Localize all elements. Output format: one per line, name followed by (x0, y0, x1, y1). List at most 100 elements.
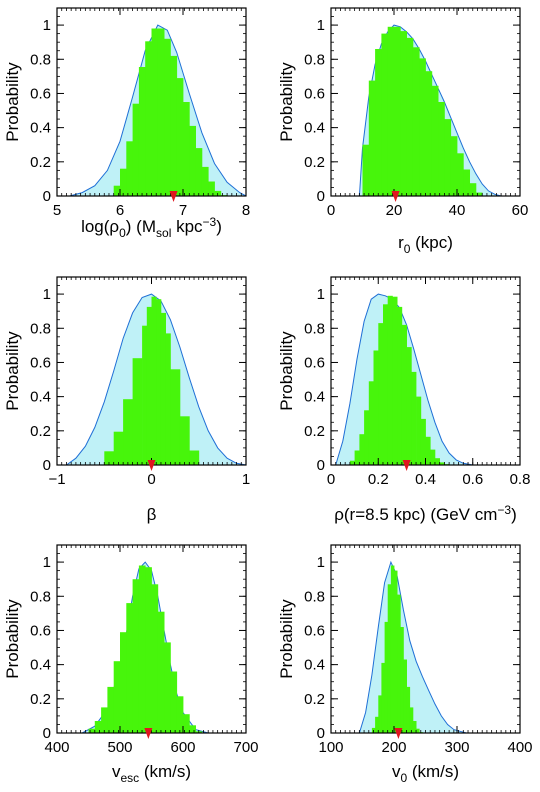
posterior-bar (420, 418, 426, 465)
y-tick-label: 0.6 (304, 354, 325, 371)
posterior-bar (201, 166, 209, 196)
x-tick-label: 400 (44, 739, 69, 756)
y-tick-label: 0.4 (304, 657, 325, 674)
x-tick-label: 0.2 (368, 471, 389, 488)
y-axis-label: Probability (3, 599, 22, 679)
posterior-bar (176, 78, 184, 196)
posterior-bar (381, 33, 389, 196)
y-tick-label: 0.2 (30, 691, 51, 708)
posterior-bar (165, 333, 171, 465)
posterior-bar (113, 661, 121, 733)
y-axis-label: Probability (3, 62, 22, 142)
x-tick-label: 60 (512, 202, 529, 219)
posterior-bar (392, 296, 398, 465)
posterior-bar (375, 49, 382, 196)
posterior-bar (126, 603, 133, 733)
y-tick-label: 0.4 (30, 120, 51, 137)
posterior-bar (179, 416, 190, 465)
y-tick-label: 1 (43, 554, 51, 571)
posterior-bar (120, 168, 127, 196)
posterior-bar (475, 192, 483, 196)
y-axis-label: Probability (3, 331, 22, 411)
x-tick-label: 0 (147, 471, 155, 488)
y-tick-label: 0.8 (30, 588, 51, 605)
y-tick-label: 1 (43, 286, 51, 303)
posterior-bar (387, 584, 392, 733)
posterior-bar (208, 181, 215, 196)
posterior-bar (145, 567, 152, 733)
prior-curve (69, 24, 247, 197)
posterior-bar (359, 434, 365, 465)
x-tick-label: 20 (386, 202, 403, 219)
posterior-bar (412, 721, 417, 733)
y-tick-label: 1 (317, 17, 325, 34)
posterior-bar (373, 350, 379, 465)
x-tick-label: 40 (449, 202, 466, 219)
posterior-bar (444, 119, 452, 196)
posterior-bar (412, 47, 420, 196)
posterior-bar (101, 707, 108, 733)
posterior-bar (406, 347, 412, 465)
posterior-bar (387, 295, 393, 465)
posterior-bar (406, 686, 411, 733)
x-tick-label: 7 (179, 202, 187, 219)
y-tick-label: 0.4 (30, 657, 51, 674)
posterior-bar (381, 662, 385, 733)
posterior-bar (394, 570, 398, 733)
posterior-bar (469, 183, 477, 196)
posterior-bar (94, 721, 102, 733)
x-axis-label: vesc (km/s) (112, 762, 191, 785)
posterior-bar (439, 462, 445, 465)
posterior-bar (387, 26, 395, 196)
prior-curve (335, 293, 473, 466)
y-tick-label: 0.6 (30, 85, 51, 102)
posterior-bar (123, 399, 133, 465)
posterior-bar (394, 26, 401, 196)
posterior-bar (406, 37, 414, 197)
y-tick-label: 1 (317, 286, 325, 303)
x-tick-label: −1 (48, 471, 65, 488)
posterior-bar (164, 38, 171, 196)
posterior-bar (364, 410, 370, 465)
posterior-bar (132, 579, 140, 733)
y-axis-label: Probability (277, 331, 296, 411)
posterior-bar (425, 436, 431, 465)
x-axis-label: r0 (kpc) (398, 233, 453, 256)
posterior-bar (431, 85, 439, 196)
y-tick-label: 0 (43, 457, 51, 474)
y-tick-label: 0.8 (30, 320, 51, 337)
posterior-bar (104, 451, 115, 465)
y-tick-label: 0.6 (30, 354, 51, 371)
x-tick-label: 1 (242, 471, 250, 488)
x-tick-label: 6 (116, 202, 124, 219)
x-tick-label: 0.6 (462, 471, 483, 488)
posterior-bar (189, 725, 196, 733)
y-tick-label: 1 (317, 554, 325, 571)
posterior-bar (383, 304, 389, 465)
best-fit-marker (147, 460, 156, 471)
y-tick-label: 0.6 (304, 85, 325, 102)
posterior-bar (463, 169, 470, 196)
posterior-bar (113, 185, 121, 196)
posterior-bar (183, 714, 190, 733)
x-tick-label: 0 (327, 471, 335, 488)
x-tick-label: 200 (381, 739, 406, 756)
x-tick-label: 0 (327, 202, 335, 219)
best-fit-marker (144, 728, 153, 739)
x-axis-label: β (147, 505, 157, 524)
posterior-bar (164, 642, 171, 733)
posterior-bar (384, 621, 389, 733)
posterior-bar (120, 632, 127, 733)
posterior-bar (132, 358, 143, 465)
y-tick-label: 0 (317, 457, 325, 474)
posterior-bar (425, 71, 433, 196)
prior-curve (358, 560, 467, 734)
posterior-bar (416, 728, 420, 733)
posterior-bar (378, 695, 382, 733)
y-tick-label: 0.8 (304, 588, 325, 605)
posterior-bar (145, 41, 152, 196)
y-axis-label: Probability (277, 599, 296, 679)
posterior-bar (438, 102, 445, 196)
